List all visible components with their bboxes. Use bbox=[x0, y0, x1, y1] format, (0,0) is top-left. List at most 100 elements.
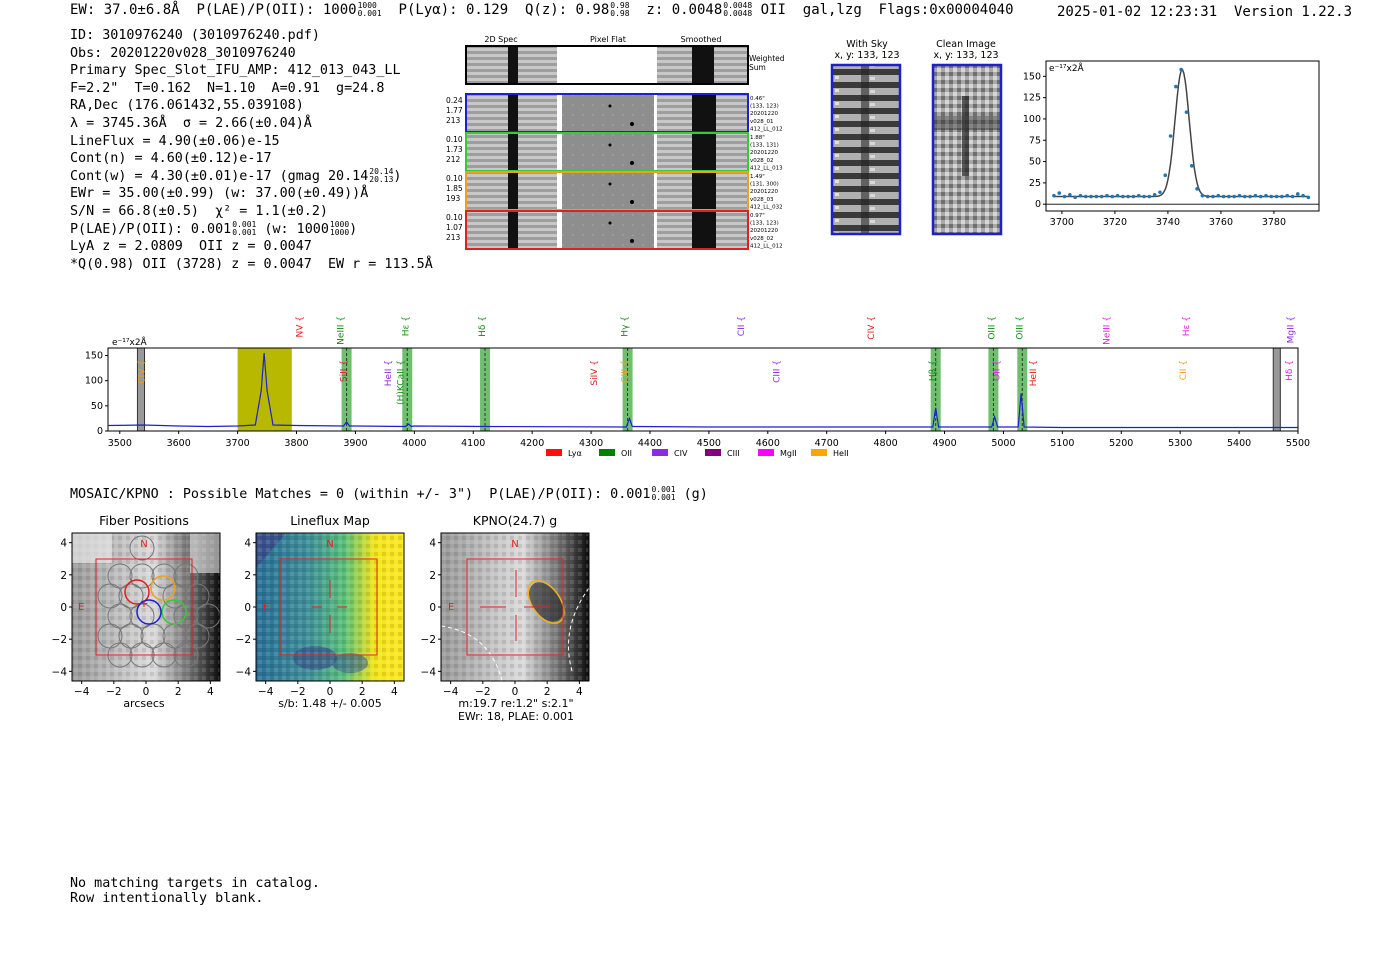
spec-xtick-label: 5000 bbox=[991, 438, 1015, 449]
info-ewr: EWr = 35.00(±0.99) (w: 37.00(±0.49))Å bbox=[70, 186, 369, 202]
header-zline: OII bbox=[760, 2, 786, 18]
header-ew: EW: 37.0±6.8Å bbox=[70, 2, 180, 18]
emission-line-label: MgII { bbox=[1286, 316, 1296, 343]
emission-line-label: HeII { bbox=[1029, 360, 1039, 386]
zoom-data-point bbox=[1136, 193, 1141, 198]
zoom-data-point bbox=[1078, 193, 1083, 198]
panel-xtick-label: −4 bbox=[74, 686, 90, 698]
cutout-row-right-label: 20201220 bbox=[750, 189, 778, 195]
cutout-row-right-label: (133, 131) bbox=[750, 143, 779, 149]
zoom-xtick-label: 3700 bbox=[1050, 217, 1074, 228]
panel-ytick-label: −2 bbox=[52, 634, 67, 646]
spec-xtick-label: 3600 bbox=[167, 438, 191, 449]
cutout-row-left-label: 0.10 bbox=[446, 213, 463, 222]
emission-line-label: CIII { bbox=[773, 360, 783, 383]
emission-line-label: CIV { bbox=[867, 316, 877, 340]
panel-xtick-label: −2 bbox=[290, 686, 305, 698]
panel-ytick-label: −2 bbox=[236, 634, 251, 646]
emission-line-label: (H)KCaII { bbox=[397, 360, 407, 405]
emission-line-label: OIII { bbox=[988, 316, 998, 340]
emission-line-label: OIII { bbox=[1015, 316, 1025, 340]
zoom-data-point bbox=[1131, 194, 1136, 199]
cutout-row-left-label: 1.07 bbox=[446, 223, 463, 232]
zoom-data-point bbox=[1211, 194, 1215, 199]
flux-panel-title: Lineflux Map bbox=[290, 513, 370, 528]
zoom-ytick-label: 100 bbox=[1023, 114, 1041, 125]
emission-line-label: Hε { bbox=[401, 316, 411, 336]
panel-ytick-label: 2 bbox=[244, 570, 251, 582]
zoom-data-point bbox=[1068, 193, 1072, 197]
cutout-row-right-label: (133, 123) bbox=[750, 221, 779, 227]
zoom-data-point bbox=[1099, 194, 1104, 199]
flux-e-label: E bbox=[263, 602, 269, 613]
spec-xtick-label: 5500 bbox=[1286, 438, 1310, 449]
zoom-data-point bbox=[1232, 194, 1236, 199]
zoom-data-point bbox=[1163, 173, 1168, 178]
zoom-data-point bbox=[1248, 194, 1252, 199]
info-plae: P(LAE)/P(OII): 0.001 0.001 0.001 (w: 1000 1… bbox=[70, 219, 358, 237]
zoom-data-point bbox=[1073, 195, 1077, 200]
cutout-row-right-label: (131, 300) bbox=[750, 182, 779, 188]
weighted-sum-label: Weighted bbox=[749, 54, 785, 63]
panel-xtick-label: 4 bbox=[391, 686, 398, 698]
panel-ytick-label: 2 bbox=[60, 570, 67, 582]
footer-notes: No matching targets in catalog. Row inte… bbox=[70, 876, 320, 906]
kpno-xlabel2: EWr: 18, PLAE: 0.001 bbox=[458, 710, 574, 723]
header-timestamp: 2025-01-02 12:23:31 Version 1.22.3 bbox=[1057, 4, 1353, 20]
zoom-xtick-label: 3740 bbox=[1156, 217, 1180, 228]
cutout-row-right-label: 20201220 bbox=[750, 111, 778, 117]
spec-xtick-label: 5100 bbox=[1050, 438, 1074, 449]
spectrum-ylabel: e⁻¹⁷x2Å bbox=[112, 336, 148, 348]
zoom-data-point bbox=[1052, 193, 1056, 198]
spec-xtick-label: 4900 bbox=[932, 438, 956, 449]
panel-ytick-label: 0 bbox=[429, 602, 436, 614]
zoom-data-point bbox=[1179, 67, 1183, 72]
spec-ytick-label: 150 bbox=[85, 351, 103, 362]
zoom-data-point bbox=[1121, 194, 1125, 199]
cutout-row-left-label: 0.24 bbox=[446, 96, 463, 105]
fiber-n-label: N bbox=[140, 539, 147, 550]
header-plya: P(Lyα): 0.129 bbox=[398, 2, 509, 18]
panel-ytick-label: −2 bbox=[421, 634, 436, 646]
legend-swatch bbox=[758, 449, 774, 456]
zoom-ytick-label: 125 bbox=[1023, 93, 1041, 104]
kpno-e-label: E bbox=[448, 602, 454, 613]
line-zoom-plot: e⁻¹⁷x2Å 3700 3720 3740 3760 3780 0 25 50 75 100 12… bbox=[1023, 60, 1320, 228]
panel-xtick-label: 2 bbox=[359, 686, 366, 698]
zoom-data-point bbox=[1168, 134, 1173, 138]
info-lineflux: LineFlux = 4.90(±0.06)e-15 bbox=[70, 133, 280, 149]
kpno-n-label: N bbox=[511, 539, 518, 550]
imaging-panels: Fiber Positions Lineflux Map KPNO(24.7) … bbox=[52, 513, 590, 723]
clean-title: Clean Image bbox=[936, 39, 996, 50]
zoom-xtick-label: 3720 bbox=[1103, 217, 1127, 228]
spec-xtick-label: 5300 bbox=[1168, 438, 1192, 449]
zoom-data-point bbox=[1306, 195, 1311, 200]
with-sky-title: With Sky bbox=[846, 39, 888, 50]
emission-line-label: Hβ { bbox=[929, 360, 939, 381]
cutout-row-right-label: 0.97" bbox=[750, 213, 765, 219]
panel-xtick-label: −2 bbox=[475, 686, 490, 698]
emission-line-label: HeII { bbox=[384, 360, 394, 386]
panel-ytick-label: −4 bbox=[421, 666, 437, 678]
panel-xtick-label: 0 bbox=[327, 686, 334, 698]
zoom-data-point bbox=[1205, 194, 1210, 199]
emission-line-label: OII { bbox=[992, 360, 1002, 381]
legend-swatch bbox=[652, 449, 668, 456]
zoom-ytick-label: 75 bbox=[1029, 135, 1041, 146]
zoom-data-point bbox=[1264, 193, 1268, 198]
spec-xtick-label: 4800 bbox=[874, 438, 898, 449]
spec-ytick-label: 100 bbox=[85, 376, 103, 387]
legend-swatch bbox=[599, 449, 615, 456]
spec-xtick-label: 3700 bbox=[226, 438, 250, 449]
zoom-data-point bbox=[1301, 193, 1305, 198]
panel-ytick-label: 4 bbox=[429, 538, 436, 550]
zoom-data-point bbox=[1221, 194, 1226, 199]
cutout-row-right-label: 412_LL_012 bbox=[750, 126, 783, 132]
info-contn: Cont(n) = 4.60(±0.12)e-17 bbox=[70, 151, 272, 167]
zoom-data-point bbox=[1142, 194, 1146, 199]
zoom-ytick-label: 0 bbox=[1035, 199, 1041, 210]
header-z: z: 0.0048 bbox=[646, 2, 723, 18]
spec-xtick-label: 3500 bbox=[108, 438, 132, 449]
zoom-data-point bbox=[1269, 194, 1274, 199]
spec-xtick-label: 4300 bbox=[579, 438, 603, 449]
